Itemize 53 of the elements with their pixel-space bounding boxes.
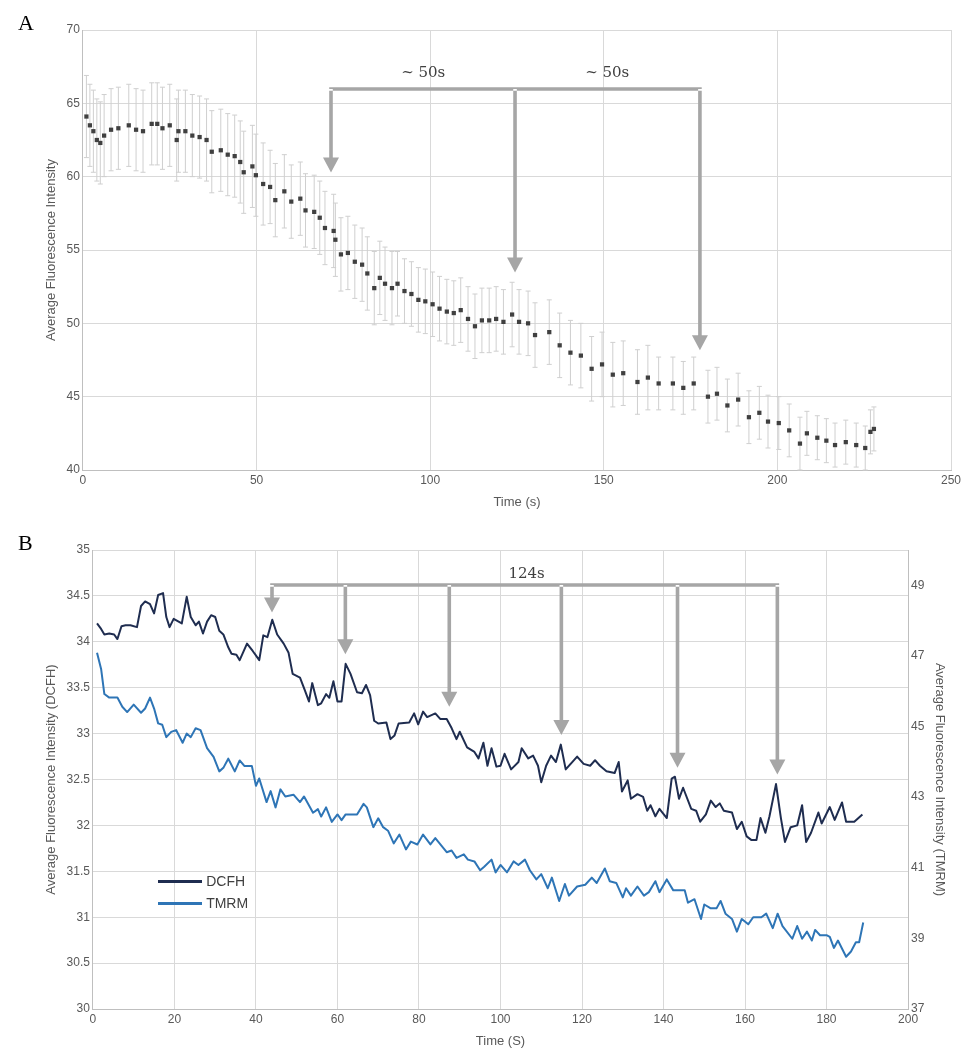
x-tick-label: 120: [572, 1011, 593, 1026]
x-tick-label: 100: [420, 472, 441, 487]
x-tick-label: 50: [249, 472, 264, 487]
x-tick-label: 150: [593, 472, 615, 487]
annotation: 124s: [508, 563, 545, 582]
x-tick-label: 0: [89, 1011, 97, 1026]
x-tick-label: 160: [735, 1011, 756, 1026]
y2-tick-label: 43: [911, 789, 925, 804]
y-tick-label: 70: [66, 22, 81, 37]
y-tick-label: 45: [66, 388, 81, 403]
y-tick-label: 65: [66, 95, 81, 110]
x-tick-label: 180: [816, 1011, 837, 1026]
x-tick-label: 140: [653, 1011, 674, 1026]
y-tick-label: 34.5: [66, 588, 91, 603]
text: A: [18, 10, 34, 36]
y-tick-label: 30.5: [66, 955, 91, 970]
y-tick-label: 32.5: [66, 771, 91, 786]
y2-tick-label: 45: [911, 718, 925, 733]
y-tick-label: 55: [66, 242, 81, 257]
y2-axis-title: Average Fluorescence Intensity (TMRM): [932, 662, 948, 897]
x-tick-label: 0: [79, 472, 87, 487]
x-tick-label: 60: [330, 1011, 345, 1026]
text: B: [18, 530, 33, 556]
x-tick-label: 80: [412, 1011, 426, 1026]
y-tick-label: 32: [76, 817, 91, 832]
legend-label: DCFH: [206, 873, 246, 890]
y-tick-label: 60: [66, 168, 81, 183]
y2-tick-label: 47: [911, 648, 925, 663]
y-axis-title: Average Fluorescence Intensity: [43, 158, 59, 341]
y-axis-title: Average Fluorescence Intensity (DCFH): [43, 664, 59, 895]
y-tick-label: 33: [76, 725, 91, 740]
x-axis-title: Time (S): [475, 1032, 526, 1048]
y-tick-label: 40: [66, 462, 81, 477]
y2-tick-label: 49: [911, 577, 925, 592]
y-tick-label: 35: [76, 542, 91, 557]
y-tick-label: 33.5: [66, 680, 91, 695]
x-tick-label: 200: [898, 1011, 919, 1026]
y-tick-label: 31.5: [66, 863, 91, 878]
y-tick-label: 30: [76, 1001, 91, 1016]
legend-label: TMRM: [206, 895, 249, 912]
x-tick-label: 20: [167, 1011, 182, 1026]
y-tick-label: 50: [66, 315, 81, 330]
x-tick-label: 100: [490, 1011, 511, 1026]
x-tick-label: 250: [940, 472, 962, 487]
y-tick-label: 31: [76, 909, 91, 924]
y-tick-label: 34: [76, 634, 91, 649]
x-tick-label: 200: [767, 472, 788, 487]
x-tick-label: 40: [249, 1011, 263, 1026]
annotation: ~ 50s: [401, 62, 446, 81]
annotation: ~ 50s: [585, 62, 630, 81]
y2-tick-label: 41: [911, 860, 925, 875]
y2-tick-label: 39: [911, 930, 925, 945]
x-axis-title: Time (s): [493, 493, 541, 509]
